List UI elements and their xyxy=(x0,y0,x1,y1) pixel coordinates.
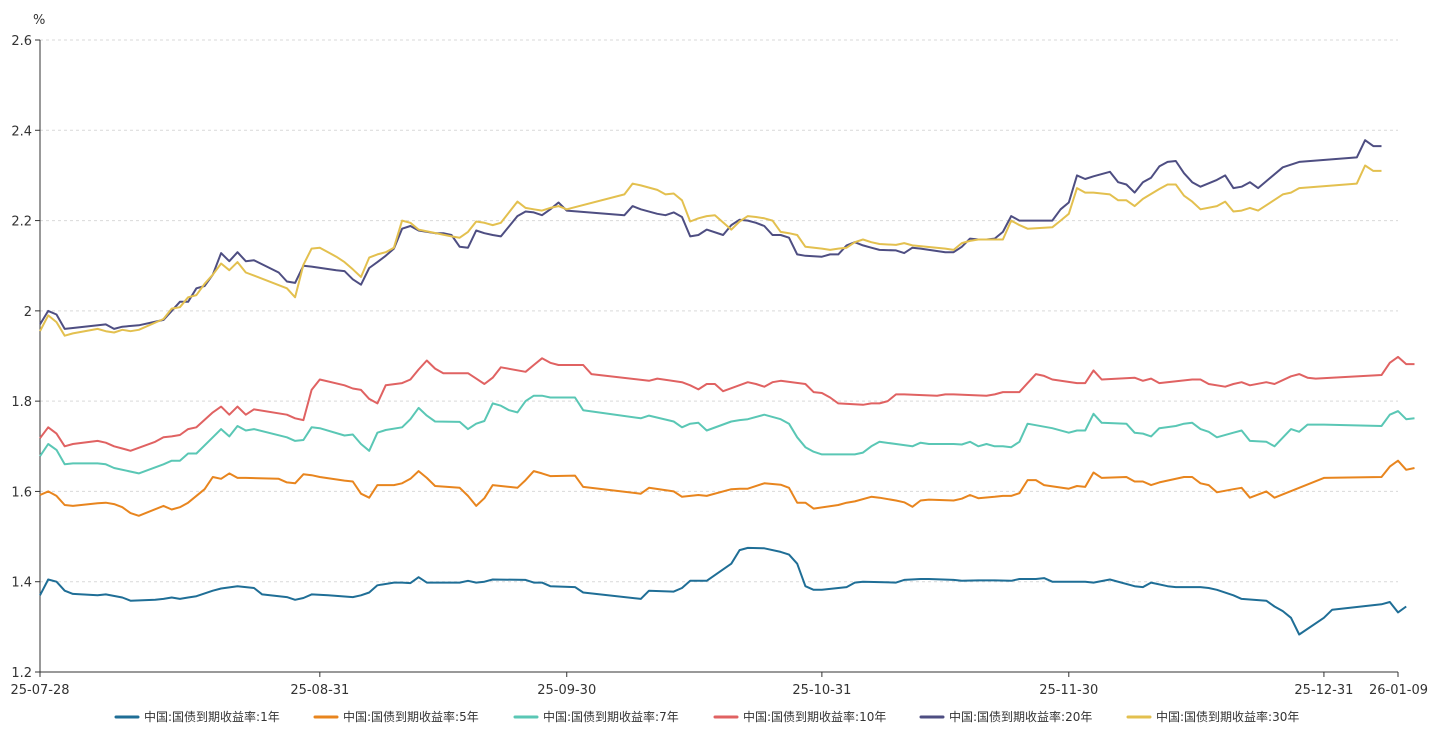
legend-label[interactable]: 中国:国债到期收益率:30年 xyxy=(1156,709,1299,724)
series-line-3 xyxy=(39,355,1415,452)
x-tick-label: 25-10-31 xyxy=(792,683,851,698)
series-line-0 xyxy=(39,546,1407,636)
x-tick-label: 25-07-28 xyxy=(10,683,69,698)
x-tick-label: 26-01-09 xyxy=(1369,683,1428,698)
series-line-4 xyxy=(39,139,1382,330)
legend: 中国:国债到期收益率:1年 中国:国债到期收益率:5年 中国:国债到期收益率:7年 中… xyxy=(114,709,1299,724)
y-axis-ticks: 1.2 1.4 1.6 1.8 2 2.2 2.4 2.6 xyxy=(11,34,40,681)
y-tick-label: 1.2 xyxy=(11,666,32,681)
legend-label[interactable]: 中国:国债到期收益率:1年 xyxy=(144,709,280,724)
x-axis-ticks: 25-07-28 25-08-31 25-09-30 25-10-31 25-11-30… xyxy=(10,672,1428,698)
legend-label[interactable]: 中国:国债到期收益率:20年 xyxy=(949,709,1092,724)
y-tick-label: 1.8 xyxy=(11,395,32,410)
y-tick-label: 2.6 xyxy=(11,34,32,49)
y-tick-label: 2 xyxy=(24,305,32,320)
x-tick-label: 25-11-30 xyxy=(1039,683,1098,698)
legend-label[interactable]: 中国:国债到期收益率:10年 xyxy=(743,709,886,724)
y-axis-unit-label: % xyxy=(33,13,45,28)
y-tick-label: 1.4 xyxy=(11,576,32,591)
legend-label[interactable]: 中国:国债到期收益率:7年 xyxy=(543,709,679,724)
legend-label[interactable]: 中国:国债到期收益率:5年 xyxy=(343,709,479,724)
series-line-2 xyxy=(39,394,1415,475)
x-tick-label: 25-12-31 xyxy=(1294,683,1353,698)
gridlines xyxy=(40,39,1398,583)
y-tick-label: 2.2 xyxy=(11,215,32,230)
x-tick-label: 25-09-30 xyxy=(537,683,596,698)
y-tick-label: 1.6 xyxy=(11,485,32,500)
series-line-1 xyxy=(39,459,1415,517)
y-tick-label: 2.4 xyxy=(11,124,32,139)
x-tick-label: 25-08-31 xyxy=(290,683,349,698)
series-line-5 xyxy=(39,164,1382,337)
series-lines xyxy=(39,139,1415,636)
